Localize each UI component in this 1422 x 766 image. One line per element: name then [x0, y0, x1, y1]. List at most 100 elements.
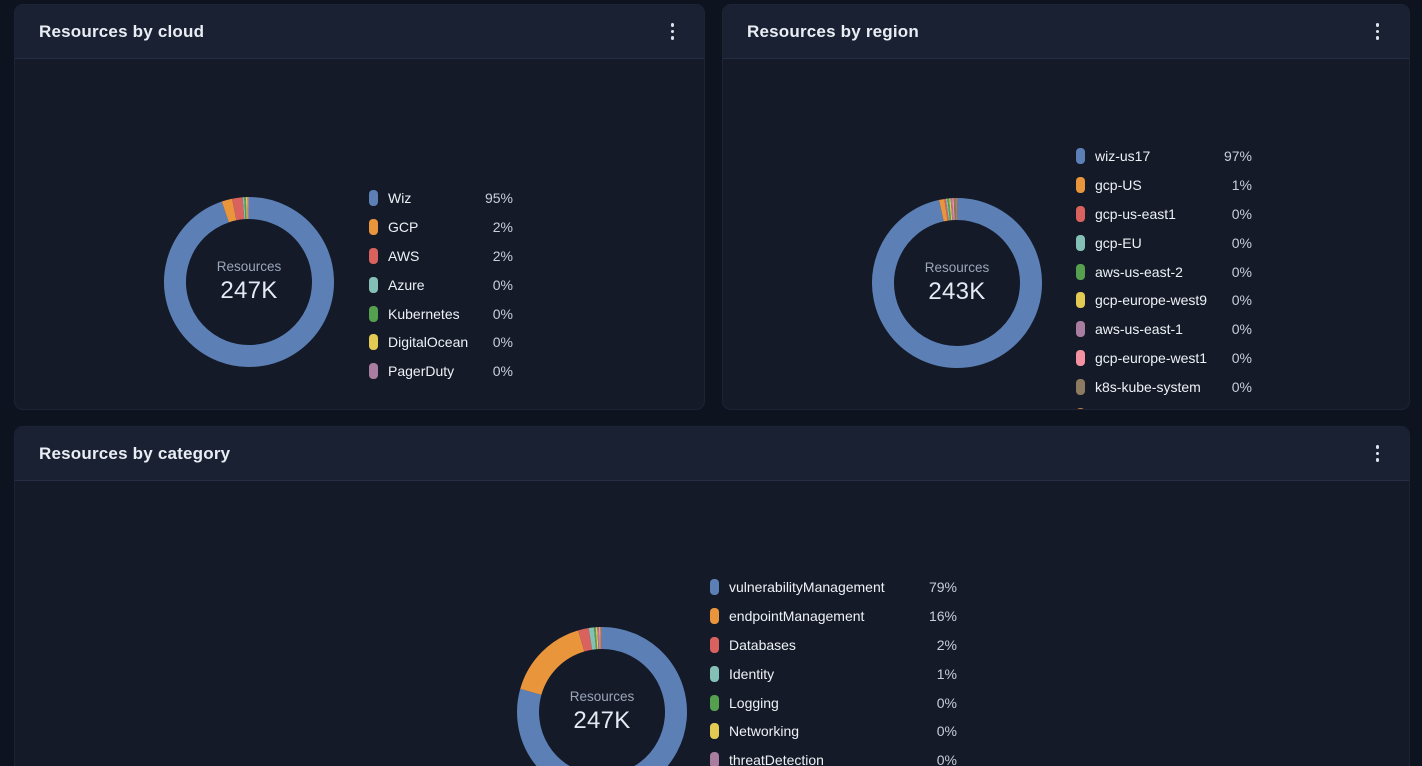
legend-item-Networking[interactable]: Networking 0% [710, 717, 957, 746]
kebab-dot [1375, 445, 1379, 449]
legend-item-gcp-europe-west1[interactable]: gcp-europe-west1 0% [1076, 344, 1252, 373]
legend-percent: 0% [492, 276, 513, 293]
kebab-dot [1375, 36, 1379, 40]
legend-item-Identity[interactable]: Identity 1% [710, 659, 957, 688]
legend-label: Kubernetes [388, 305, 460, 322]
panel-body: Resources 247K vulnerabilityManagement 79… [15, 481, 1409, 766]
kebab-dot [670, 36, 674, 40]
legend-label: gcp-europe-west9 [1095, 292, 1208, 309]
legend-swatch [710, 752, 719, 766]
panel-header: Resources by region [723, 5, 1409, 59]
legend-label: gcp-us-east1 [1095, 205, 1176, 222]
panel-body: Resources 243K wiz-us17 97% gcp-US 1% gcp-us… [723, 59, 1409, 409]
legend-percent: 0% [492, 305, 513, 322]
legend-percent: 0% [1222, 408, 1252, 409]
panel-title: Resources by category [39, 443, 231, 463]
legend-swatch [369, 219, 378, 236]
legend-label: k8s-kube-system [1095, 378, 1201, 395]
legend-swatch [1076, 234, 1085, 251]
donut-slice-wiz-us17[interactable] [872, 198, 1042, 368]
legend-swatch [1076, 205, 1085, 222]
legend-label: wiz-us17 [1095, 148, 1151, 165]
legend-percent: 1% [936, 665, 957, 682]
donut-slice-Wiz[interactable] [164, 197, 334, 367]
kebab-dot [670, 29, 674, 34]
legend-item-GCP[interactable]: GCP 2% [369, 213, 513, 242]
legend-swatch [710, 665, 719, 682]
panel-resources-by-cloud: Resources by cloud Resources 247K Wiz 95%… [14, 4, 705, 410]
legend-item-wiz-us17[interactable]: wiz-us17 97% [1076, 142, 1252, 171]
donut-slice-vulnerabilityManagement[interactable] [517, 627, 687, 766]
donut-slice-gcp-US[interactable] [939, 198, 948, 222]
kebab-dot [1375, 451, 1379, 456]
legend-item-Logging[interactable]: Logging 0% [710, 688, 957, 717]
legend-label: aws-us-east-2 [1095, 263, 1183, 280]
kebab-menu-icon[interactable] [1368, 17, 1388, 46]
legend-item-endpointManagement[interactable]: endpointManagement 16% [710, 602, 957, 631]
legend-swatch [710, 579, 719, 596]
legend-item-Other[interactable]: Other0% [1076, 401, 1252, 409]
donut-slice-AWS[interactable] [232, 197, 245, 221]
legend-percent: 95% [484, 190, 513, 207]
legend-item-gcp-europe-west9[interactable]: gcp-europe-west9 0% [1076, 286, 1252, 315]
legend-swatch [369, 334, 378, 351]
legend-item-threatDetection[interactable]: threatDetection 0% [710, 746, 957, 766]
legend-percent: 0% [492, 334, 513, 351]
legend-percent: 0% [936, 694, 957, 711]
legend-item-aws-us-east-1[interactable]: aws-us-east-1 0% [1076, 315, 1252, 344]
legend-swatch [1076, 148, 1085, 165]
legend-percent: 0% [1231, 292, 1252, 309]
legend-cloud: Wiz 95% GCP 2% AWS 2% Azure 0% Kubernetes 0% Digit… [369, 184, 513, 386]
legend-percent: 0% [936, 752, 957, 766]
legend-item-gcp-EU[interactable]: gcp-EU 0% [1076, 228, 1252, 257]
legend-label: Azure [388, 276, 425, 293]
legend-item-Wiz[interactable]: Wiz 95% [369, 184, 513, 213]
legend-label: Networking [729, 723, 800, 740]
legend-label: threatDetection [729, 752, 824, 766]
legend-percent: 97% [1223, 148, 1252, 165]
donut-slice-Databases[interactable] [578, 628, 593, 652]
donut-chart-category: Resources 247K [507, 617, 697, 766]
panel-resources-by-category: Resources by category Resources 247K vul… [14, 426, 1410, 766]
donut-slice-Identity[interactable] [588, 627, 597, 650]
legend-label: Databases [729, 636, 796, 653]
legend-item-vulnerabilityManagement[interactable]: vulnerabilityManagement 79% [710, 573, 957, 602]
kebab-menu-icon[interactable] [1368, 439, 1388, 468]
legend-item-AWS[interactable]: AWS 2% [369, 242, 513, 271]
legend-item-Databases[interactable]: Databases 2% [710, 631, 957, 660]
legend-swatch [369, 276, 378, 293]
legend-label: Identity [729, 665, 775, 682]
legend-swatch [710, 636, 719, 653]
legend-label: gcp-US [1095, 177, 1142, 194]
legend-swatch [369, 247, 378, 264]
panel-header: Resources by cloud [15, 5, 704, 59]
legend-item-Kubernetes[interactable]: Kubernetes 0% [369, 299, 513, 328]
legend-percent: 0% [1231, 349, 1252, 366]
legend-item-k8s-kube-system[interactable]: k8s-kube-system 0% [1076, 372, 1252, 401]
kebab-menu-icon[interactable] [663, 17, 683, 46]
legend-item-PagerDuty[interactable]: PagerDuty 0% [369, 357, 513, 386]
donut-chart-region: Resources 243K [862, 188, 1052, 378]
donut-slice-endpointManagement[interactable] [520, 630, 585, 696]
legend-percent: 2% [936, 636, 957, 653]
legend-item-Azure[interactable]: Azure 0% [369, 270, 513, 299]
panel-title: Resources by region [747, 21, 919, 41]
legend-label: Logging [729, 694, 779, 711]
legend-item-aws-us-east-2[interactable]: aws-us-east-2 0% [1076, 257, 1252, 286]
legend-swatch [710, 694, 719, 711]
donut-svg [164, 196, 334, 367]
legend-swatch [1076, 263, 1085, 280]
panel-header: Resources by category [15, 427, 1409, 481]
legend-region: wiz-us17 97% gcp-US 1% gcp-us-east1 0% gcp-EU 0… [1076, 142, 1252, 409]
legend-swatch [1076, 292, 1085, 309]
panel-resources-by-region: Resources by region Resources 243K wiz-u… [722, 4, 1410, 410]
legend-percent: 0% [492, 363, 513, 380]
legend-item-gcp-US[interactable]: gcp-US 1% [1076, 171, 1252, 200]
legend-percent: 0% [1231, 263, 1252, 280]
legend-percent: 16% [928, 608, 957, 625]
legend-swatch [710, 723, 719, 740]
legend-item-gcp-us-east1[interactable]: gcp-us-east1 0% [1076, 200, 1252, 229]
donut-slice-GCP[interactable] [221, 198, 237, 223]
legend-item-DigitalOcean[interactable]: DigitalOcean 0% [369, 328, 513, 357]
